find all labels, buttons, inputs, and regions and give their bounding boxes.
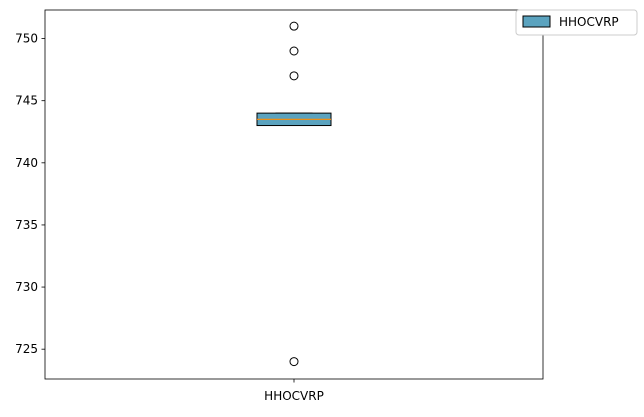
y-tick-label: 730 [15, 280, 38, 294]
y-tick-label: 745 [15, 94, 38, 108]
outlier-point [289, 357, 299, 367]
outlier-point [289, 21, 299, 31]
y-tick-label: 725 [15, 342, 38, 356]
outlier-point [289, 46, 299, 56]
plot-frame [44, 9, 544, 380]
axes: 725 730 735 740 745 750 HHOCVRP [15, 9, 544, 403]
y-tick-label: 735 [15, 218, 38, 232]
legend-swatch [522, 15, 551, 28]
x-tick-label: HHOCVRP [264, 389, 324, 403]
plot-marks [256, 21, 332, 367]
legend: HHOCVRP [515, 9, 638, 36]
legend-label: HHOCVRP [559, 15, 619, 29]
y-tick-label: 750 [15, 32, 38, 46]
outlier-point [289, 71, 299, 81]
y-tick-label: 740 [15, 156, 38, 170]
